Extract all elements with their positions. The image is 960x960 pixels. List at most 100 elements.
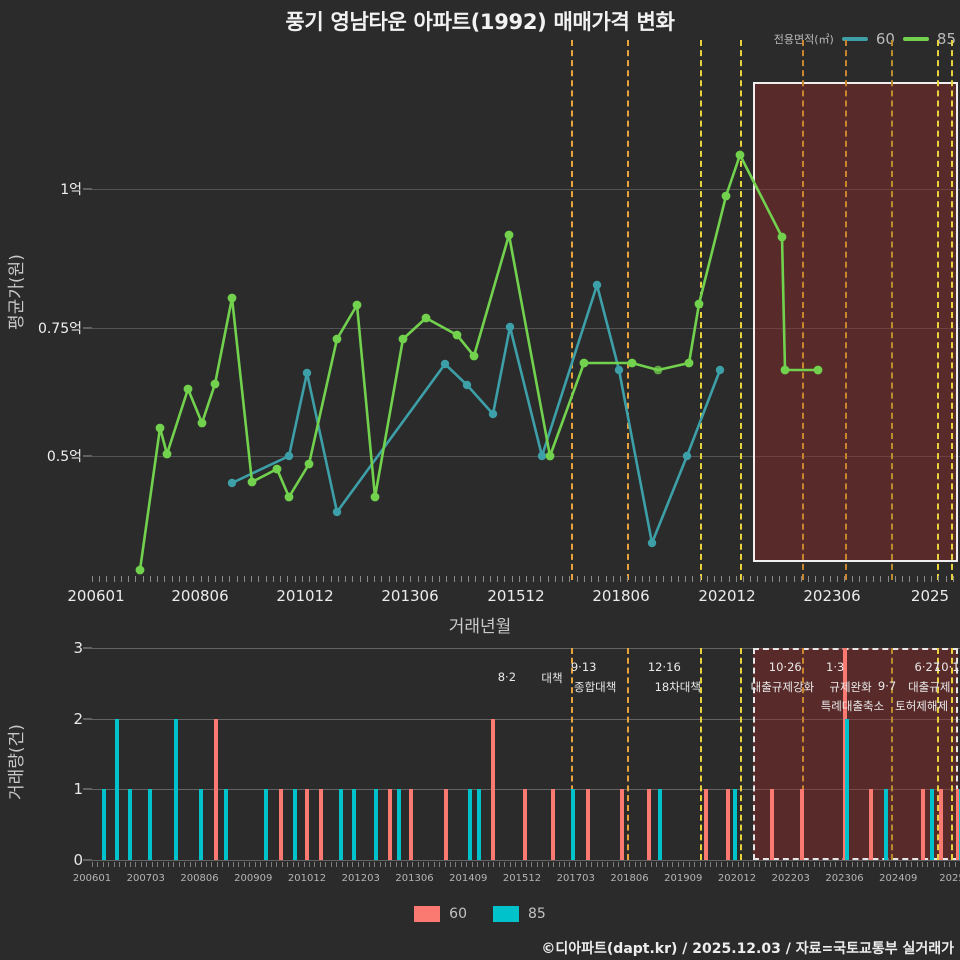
volume-axis-minor-tick	[330, 862, 332, 867]
footer-credit: ©디아파트(dapt.kr) / 2025.12.03 / 자료=국토교통부 실…	[541, 941, 954, 957]
volume-axis-minor-tick	[363, 862, 365, 867]
price-axis-minor-tick	[518, 576, 520, 582]
volume-bar	[174, 718, 179, 860]
volume-axis-minor-tick	[770, 862, 772, 867]
volume-bars-layer	[92, 648, 960, 860]
volume-axis-minor-tick	[498, 862, 500, 867]
volume-axis-minor-tick	[639, 862, 641, 867]
volume-axis-minor-tick	[287, 862, 289, 867]
event-label-627-bot: 대출규제	[908, 680, 951, 694]
vol-ytick-dash-1	[83, 788, 92, 790]
volume-xtick-label: 200703	[126, 873, 165, 884]
volume-axis-minor-tick	[460, 862, 462, 867]
price-axis-minor-tick	[554, 576, 556, 582]
volume-axis-minor-tick	[439, 862, 441, 867]
vol-event-vline-extra	[739, 648, 742, 860]
volume-axis-minor-tick	[818, 862, 820, 867]
price-axis-minor-tick	[670, 576, 672, 582]
volume-axis-minor-tick	[406, 862, 408, 867]
event-vline-extra	[739, 40, 742, 580]
volume-bar	[845, 718, 850, 860]
volume-axis-minor-tick	[146, 862, 148, 867]
volume-axis-minor-tick	[227, 862, 229, 867]
volume-axis-minor-tick	[205, 862, 207, 867]
price-axis-minor-tick	[258, 576, 260, 582]
volume-axis-minor-tick	[167, 862, 169, 867]
price-axis-minor-tick	[207, 576, 209, 582]
volume-axis-minor-tick	[656, 862, 658, 867]
price-ytick-075eok: 0.75억	[37, 321, 82, 337]
volume-axis-minor-tick	[341, 862, 343, 867]
price-axis-minor-tick	[902, 576, 904, 582]
legend-label-85: 85	[936, 30, 956, 48]
vol-event-vline-82	[571, 648, 574, 860]
price-axis-minor-tick	[591, 576, 593, 582]
volume-bar	[408, 789, 413, 860]
volume-axis-minor-tick	[737, 862, 739, 867]
price-axis-minor-tick	[157, 576, 159, 582]
volume-axis-minor-tick	[184, 862, 186, 867]
price-axis-minor-tick	[164, 576, 166, 582]
volume-bar	[293, 789, 298, 860]
event-label-1015-top: 10·15	[933, 660, 960, 674]
price-axis-minor-tick	[120, 576, 122, 582]
price-axis-minor-tick	[808, 576, 810, 582]
price-axis-minor-tick	[323, 576, 325, 582]
volume-axis-minor-tick	[493, 862, 495, 867]
volume-bar	[263, 789, 268, 860]
event-vline-82	[571, 40, 574, 580]
volume-xtick-label: 201409	[449, 873, 488, 884]
volume-legend: 60 85	[0, 906, 960, 922]
volume-bar	[619, 789, 624, 860]
price-axis-minor-tick	[721, 576, 723, 582]
price-ytick-dash-2	[83, 327, 92, 329]
series-points-85	[135, 150, 823, 575]
vol-event-vline-1026	[802, 648, 805, 860]
volume-axis-minor-tick	[688, 862, 690, 867]
volume-axis-minor-tick	[607, 862, 609, 867]
price-axis-minor-tick	[764, 576, 766, 582]
volume-chart-plot-area: 3 2 1 0	[73, 639, 960, 869]
volume-xtick-label: 201306	[395, 873, 434, 884]
volume-bar	[223, 789, 228, 860]
volume-axis-minor-tick	[694, 862, 696, 867]
volume-axis-minor-tick	[721, 862, 723, 867]
volume-axis-minor-tick	[119, 862, 121, 867]
volume-axis-minor-tick	[813, 862, 815, 867]
price-axis-minor-tick	[265, 576, 267, 582]
vol-legend-swatch-85	[493, 906, 519, 922]
price-x-axis-title: 거래년월	[448, 617, 512, 637]
volume-axis-minor-tick	[911, 862, 913, 867]
price-xtick-2: 201012	[276, 587, 334, 605]
vol-ytick-2: 2	[73, 709, 83, 728]
volume-axis-minor-tick	[932, 862, 934, 867]
volume-axis-minor-tick	[938, 862, 940, 867]
volume-axis-minor-tick	[677, 862, 679, 867]
volume-axis-minor-tick	[352, 862, 354, 867]
price-axis-minor-tick	[497, 576, 499, 582]
event-label-1015-bot: 토허제해제	[895, 699, 949, 713]
volume-axis-minor-tick	[672, 862, 674, 867]
series-points-60	[227, 280, 725, 548]
volume-xtick-label: 201012	[287, 873, 327, 884]
vol-ytick-3: 3	[73, 639, 83, 657]
volume-bar	[213, 718, 218, 860]
volume-axis-minor-tick	[189, 862, 191, 867]
volume-xtick-label: 200806	[180, 873, 219, 884]
volume-axis-minor-tick	[531, 862, 533, 867]
price-axis-minor-tick	[489, 576, 491, 582]
price-axis-minor-tick	[272, 576, 274, 582]
volume-axis-minor-tick	[922, 862, 924, 867]
volume-axis-minor-tick	[222, 862, 224, 867]
legend-swatch-85	[902, 37, 929, 41]
price-axis-minor-tick	[214, 576, 216, 582]
price-series-svg	[135, 150, 823, 575]
price-axis-minor-tick	[294, 576, 296, 582]
price-axis-minor-tick	[200, 576, 202, 582]
gridline-1eok	[92, 189, 960, 190]
price-axis-minor-tick	[815, 576, 817, 582]
volume-axis-minor-tick	[173, 862, 175, 867]
price-axis-minor-tick	[395, 576, 397, 582]
volume-bar	[467, 789, 472, 860]
volume-axis-minor-tick	[422, 862, 424, 867]
